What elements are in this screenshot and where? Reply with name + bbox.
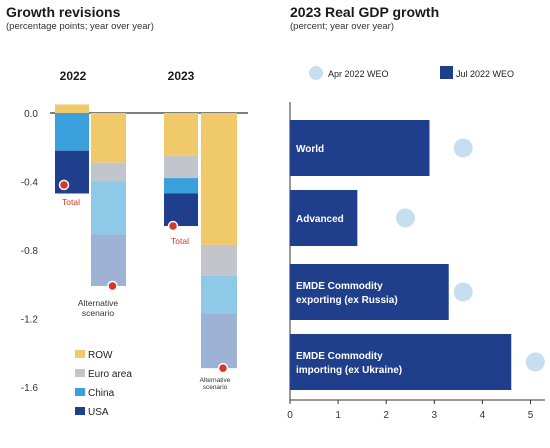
gdp-bar-label-advanced-line1: Advanced — [296, 214, 344, 225]
bar-segment-2022-alternative-china — [91, 181, 126, 235]
alt-label-2023-line1: Alternative — [200, 377, 231, 384]
gdp-bar-label-emde-commodity-exporting-ex-russia-line1: EMDE Commodity — [296, 281, 383, 292]
y-tick-label: 0.0 — [24, 109, 38, 120]
bar-segment-2023-alternative-euro-area — [201, 244, 237, 276]
left-chart-title: Growth revisions — [6, 4, 121, 20]
gdp-bar-emde-commodity-importing-ex-ukraine — [290, 334, 512, 390]
right-chart-title: 2023 Real GDP growth — [290, 4, 440, 20]
gdp-bar-emde-commodity-exporting-ex-russia — [290, 264, 449, 320]
gdp-bar-advanced — [290, 190, 358, 246]
x-tick-label: 0 — [287, 410, 293, 421]
bar-segment-2023-total-usa — [164, 193, 198, 227]
x-tick-label: 4 — [480, 410, 486, 421]
bar-segment-2022-total-row — [55, 104, 89, 113]
alt-label-2022-line2: scenario — [82, 308, 114, 318]
legend-label-euro-area: Euro area — [88, 369, 132, 380]
y-tick-label: -0.8 — [21, 246, 39, 257]
bar-segment-2022-alternative-euro-area — [91, 162, 126, 182]
apr-marker-world — [453, 138, 473, 158]
legend-swatch-china — [75, 388, 85, 396]
bar-segment-2023-alternative-alternative — [201, 313, 237, 369]
y-tick-label: -1.2 — [21, 315, 39, 326]
alt-label-2023-line2: scenario — [203, 384, 228, 391]
bar-segment-2023-alternative-row — [201, 113, 237, 245]
gdp-bar-label-world-line1: World — [296, 144, 324, 155]
legend-swatch-usa — [75, 407, 85, 415]
legend-label-usa: USA — [88, 407, 109, 418]
legend-marker-apr-2022-weo — [309, 66, 323, 80]
marker-2023-alternative — [217, 362, 229, 374]
bar-segment-2023-total-euro-area — [164, 155, 198, 179]
x-tick-label: 5 — [528, 410, 534, 421]
gdp-bar-label-emde-commodity-importing-ex-ukraine-line1: EMDE Commodity — [296, 351, 383, 362]
bar-segment-2023-total-china — [164, 178, 198, 194]
right-chart-subtitle: (percent; year over year) — [290, 21, 395, 32]
group-label-2022: 2022 — [60, 69, 87, 83]
legend-label-china: China — [88, 388, 115, 399]
marker-2022-total — [58, 179, 70, 191]
y-tick-label: -1.6 — [21, 383, 39, 394]
apr-marker-advanced — [395, 208, 415, 228]
y-tick-label: -0.4 — [21, 178, 39, 189]
gdp-bar-world — [290, 120, 430, 176]
gdp-bar-label-emde-commodity-exporting-ex-russia-line2: exporting (ex Russia) — [296, 295, 398, 306]
legend-label-row: ROW — [88, 350, 113, 361]
apr-marker-emde-commodity-exporting-ex-russia — [453, 282, 473, 302]
marker-2023-total — [167, 220, 179, 232]
total-label-2022: Total — [62, 197, 80, 207]
marker-2022-alternative — [107, 280, 118, 292]
alt-label-2022-line1: Alternative — [78, 298, 118, 308]
legend-label-apr-2022-weo: Apr 2022 WEO — [328, 69, 389, 79]
x-tick-label: 3 — [432, 410, 438, 421]
bar-segment-2023-total-row — [164, 113, 198, 156]
left-chart-subtitle: (percentage points; year over year) — [6, 21, 154, 32]
gdp-bar-label-emde-commodity-importing-ex-ukraine-line2: importing (ex Ukraine) — [296, 365, 402, 376]
group-label-2023: 2023 — [168, 69, 195, 83]
bar-segment-2022-total-china — [55, 113, 89, 151]
bar-segment-2022-alternative-alternative — [91, 234, 126, 286]
bar-segment-2022-alternative-row — [91, 113, 126, 163]
x-tick-label: 1 — [335, 410, 341, 421]
legend-swatch-row — [75, 350, 85, 358]
legend-label-jul-2022-weo: Jul 2022 WEO — [456, 69, 514, 79]
legend-swatch-jul-2022-weo — [440, 66, 453, 79]
total-label-2023: Total — [171, 236, 189, 246]
bar-segment-2023-alternative-china — [201, 275, 237, 314]
apr-marker-emde-commodity-importing-ex-ukraine — [525, 352, 545, 372]
x-tick-label: 2 — [383, 410, 389, 421]
legend-swatch-euro-area — [75, 369, 85, 377]
